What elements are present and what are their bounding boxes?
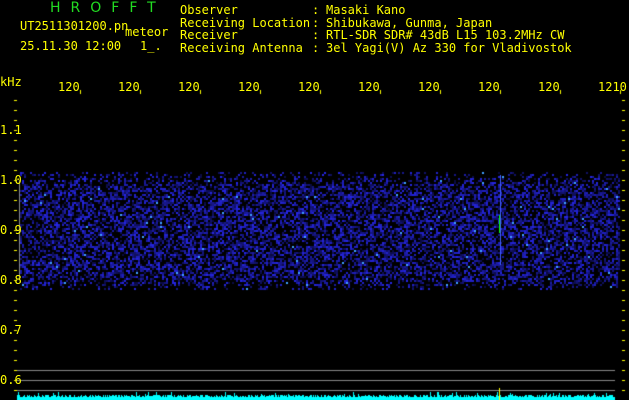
x-tick-label: 1210 <box>598 80 627 94</box>
y-tick-label: 0.8 <box>0 273 22 287</box>
x-tick-label: 1205 <box>298 80 320 94</box>
extra-label: 1_. <box>140 39 162 53</box>
x-tick-label: 1209 <box>538 80 560 94</box>
x-tick-label: 1207 <box>418 80 440 94</box>
info-value: 3el Yagi(V) Az 330 for Vladivostok <box>326 40 572 55</box>
info-label: Receiving Antenna <box>180 40 303 55</box>
mode-label: meteor <box>125 25 169 39</box>
info-label: Observer <box>180 3 238 17</box>
info-label: Receiving Location <box>180 15 311 30</box>
y-tick-label: 0.9 <box>0 223 22 237</box>
x-tick-label: 1204 <box>238 80 260 94</box>
x-tick-label: 1208 <box>478 80 500 94</box>
datetime: 25.11.30 12:00 <box>20 39 122 53</box>
app-title: HROFFT <box>50 0 166 16</box>
info-separator: : <box>312 40 320 55</box>
y-tick-label: 1.0 <box>0 173 22 187</box>
x-tick-label: 1203 <box>178 80 200 94</box>
info-value: Masaki Kano <box>326 3 406 17</box>
info-label: Receiver <box>180 28 238 42</box>
y-unit: kHz <box>0 75 22 89</box>
x-tick-label: 1206 <box>358 80 380 94</box>
x-tick-label: 1202 <box>118 80 140 94</box>
info-separator: : <box>312 3 320 17</box>
y-tick-label: 0.7 <box>0 323 22 337</box>
y-tick-label: 1.1 <box>0 123 22 137</box>
filename: UT2511301200.pn <box>20 19 129 33</box>
y-tick-label: 0.6 <box>0 373 22 387</box>
info-separator: : <box>312 28 320 42</box>
info-value: Shibukawa, Gunma, Japan <box>326 15 493 30</box>
info-separator: : <box>312 15 320 30</box>
info-value: RTL-SDR SDR# 43dB L15 103.2MHz CW <box>326 28 565 42</box>
